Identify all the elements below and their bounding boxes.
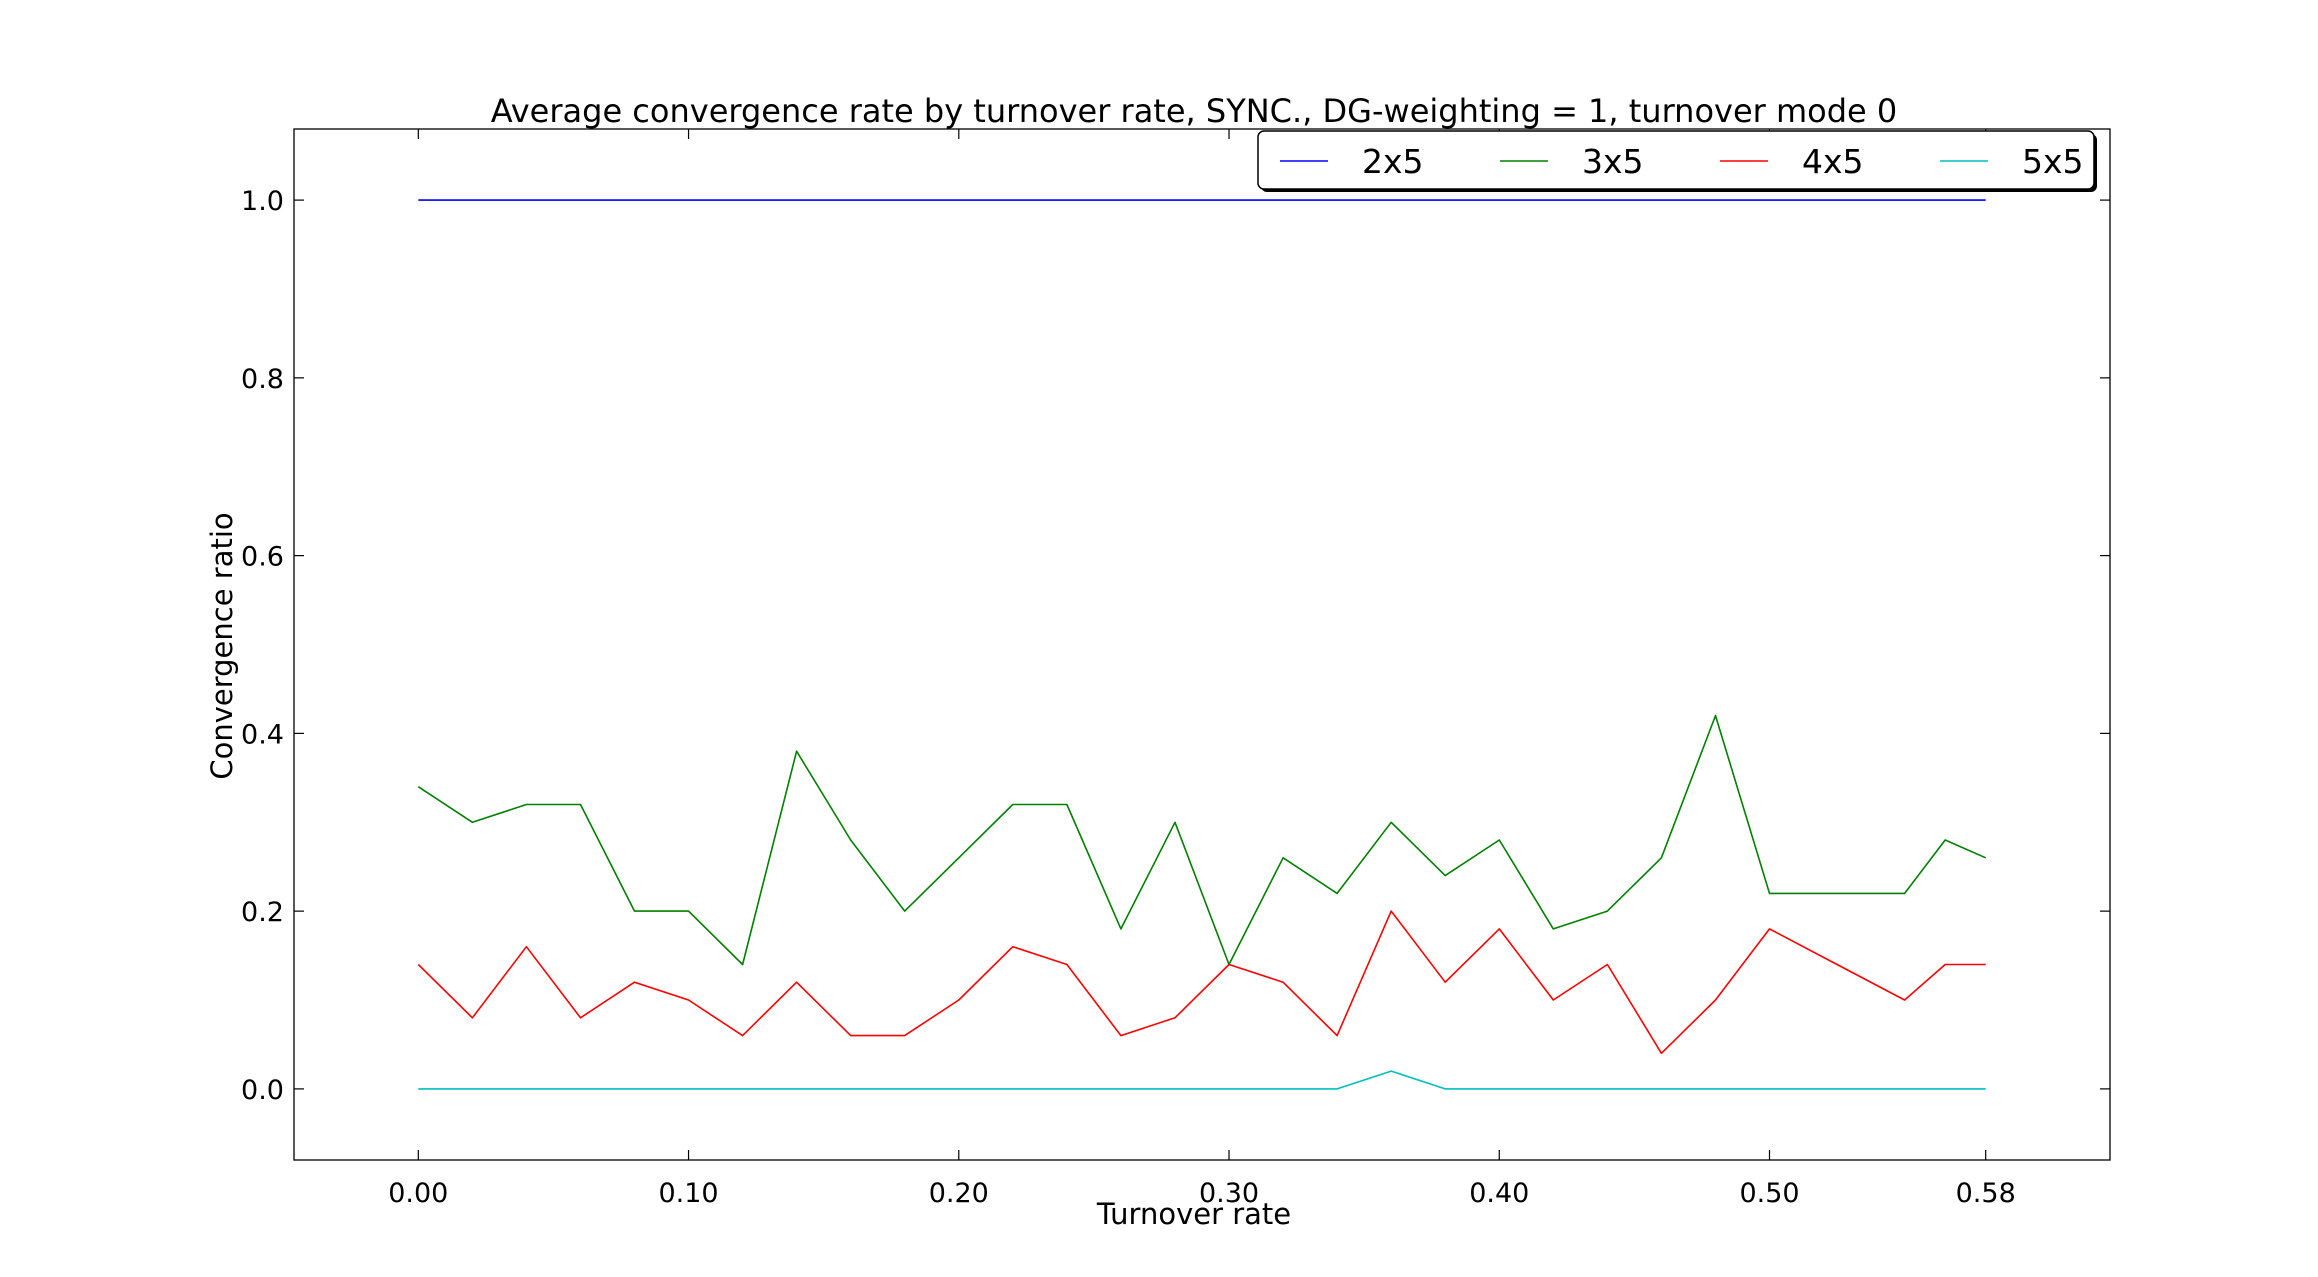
series-layer [417,199,1987,1090]
legend-label-5x5: 5x5 [2022,142,2084,181]
x-tick-label: 0.30 [1199,1178,1259,1209]
x-tick-label: 0.50 [1739,1178,1799,1209]
series-line-3x5 [417,714,1987,966]
series-line-4x5 [417,910,1986,1055]
legend-box [1257,130,2095,190]
x-tick-label: 0.20 [929,1178,989,1209]
axes-frame [293,128,2111,1161]
y-axis-label: Convergence ratio [205,512,239,779]
chart-title: Average convergence rate by turnover rat… [491,92,1898,130]
legend-label-3x5: 3x5 [1582,142,1644,181]
y-tick-label: 0.2 [241,897,284,928]
x-tick-label: 0.10 [658,1178,718,1209]
axes-layer: 0.00 0.10 0.20 0.30 0.40 0.50 0.58 0.0 0.2 0.4 0.6… [241,128,2111,1209]
x-tick-label: 0.58 [1956,1178,2016,1209]
x-axis-label: Turnover rate [1096,1197,1291,1231]
y-tick-label: 0.4 [241,719,284,750]
legend-label-4x5: 4x5 [1802,142,1864,181]
y-tick-label: 0.8 [241,364,284,395]
series-line-5x5 [418,1070,1986,1090]
x-tick-label: 0.40 [1469,1178,1529,1209]
x-tick-label: 0.00 [388,1178,448,1209]
legend: 2x5 3x5 4x5 5x5 [1257,130,2097,192]
y-tick-label: 0.6 [241,542,284,573]
plot-area [294,129,2110,1160]
legend-label-2x5: 2x5 [1362,142,1424,181]
plot-background [294,129,2110,1160]
y-tick-label: 0.0 [241,1075,284,1106]
y-tick-label: 1.0 [241,186,284,217]
